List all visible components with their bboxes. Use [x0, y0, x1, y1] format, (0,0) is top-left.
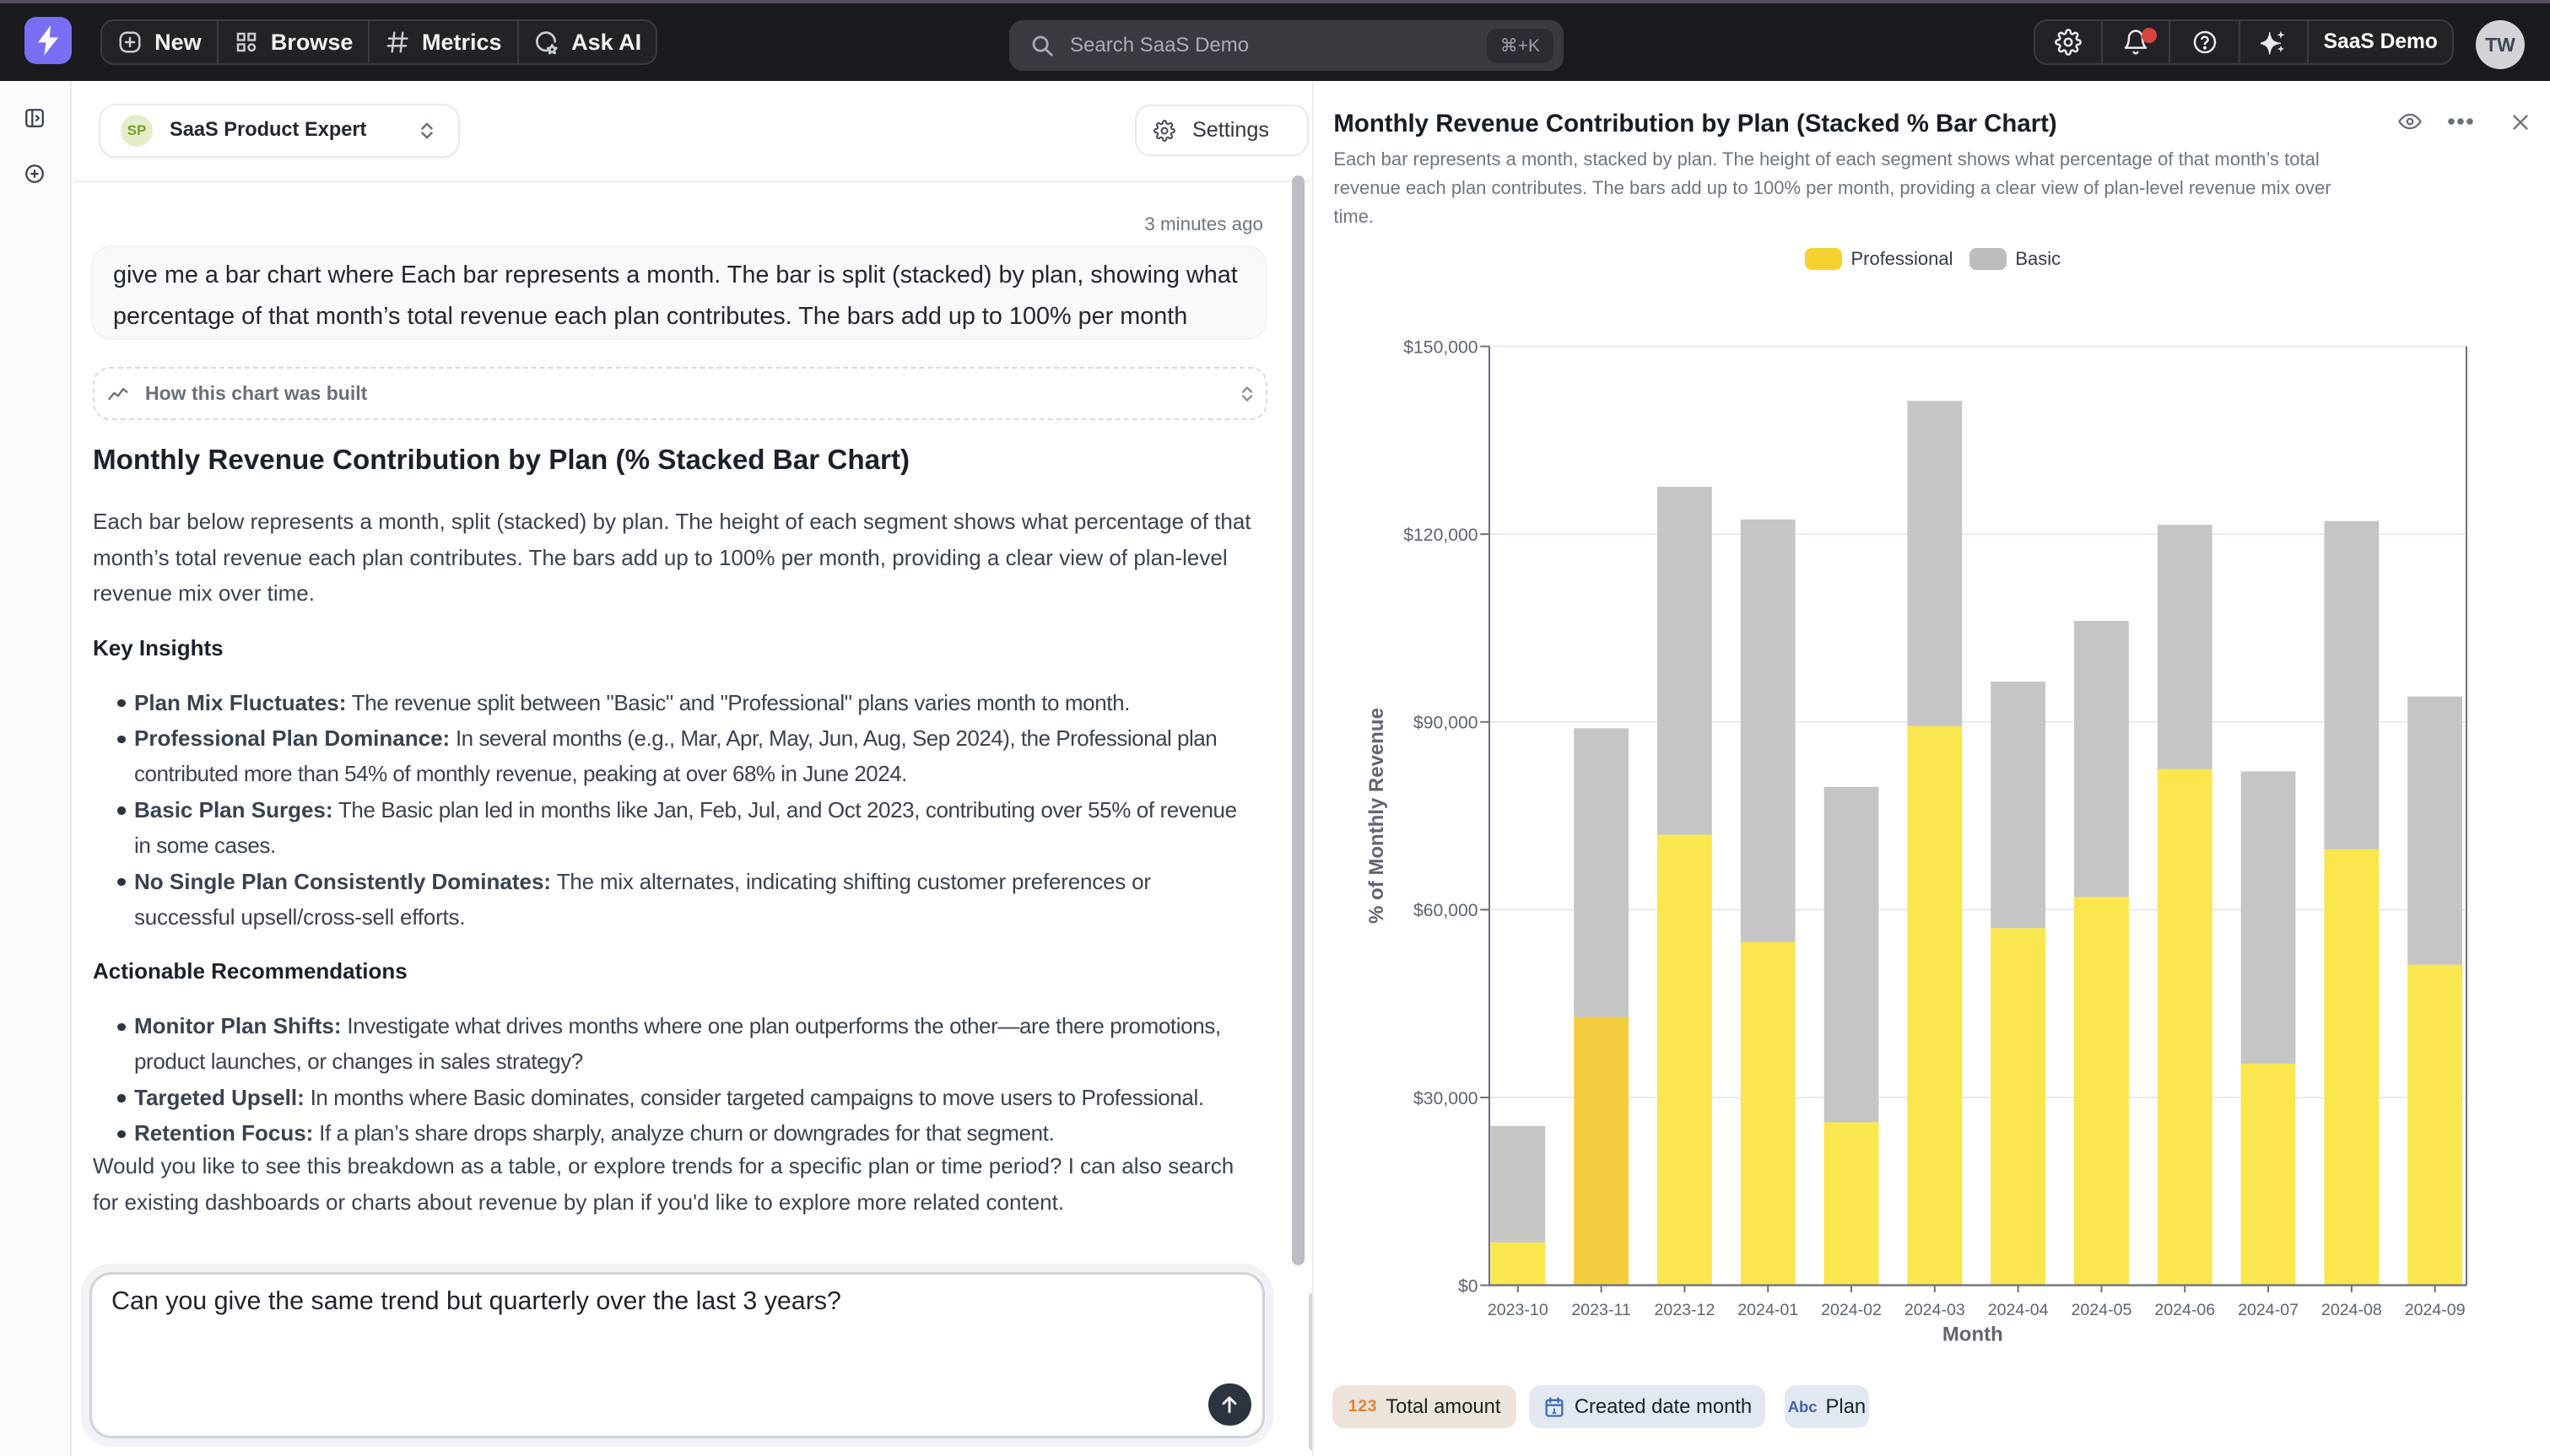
svg-text:% of Monthly Revenue: % of Monthly Revenue	[1365, 708, 1388, 924]
svg-text:$150,000: $150,000	[1403, 337, 1478, 357]
svg-text:2024-05: 2024-05	[2071, 1301, 2131, 1319]
svg-text:2024-04: 2024-04	[1988, 1301, 2049, 1319]
svg-text:$0: $0	[1458, 1276, 1478, 1296]
svg-text:$90,000: $90,000	[1413, 714, 1478, 733]
svg-text:Month: Month	[1942, 1324, 2003, 1346]
svg-text:2024-08: 2024-08	[2321, 1301, 2382, 1319]
svg-text:$30,000: $30,000	[1413, 1089, 1478, 1108]
svg-text:2023-11: 2023-11	[1571, 1301, 1630, 1319]
svg-text:2024-02: 2024-02	[1821, 1301, 1882, 1319]
svg-text:2024-06: 2024-06	[2154, 1301, 2215, 1319]
svg-text:2024-01: 2024-01	[1737, 1301, 1798, 1319]
svg-text:2023-10: 2023-10	[1488, 1301, 1548, 1319]
svg-text:2024-09: 2024-09	[2405, 1301, 2466, 1319]
svg-text:$120,000: $120,000	[1403, 526, 1478, 545]
svg-text:$60,000: $60,000	[1413, 901, 1478, 920]
svg-text:2024-03: 2024-03	[1904, 1301, 1965, 1319]
svg-text:2024-07: 2024-07	[2238, 1301, 2299, 1319]
svg-text:2023-12: 2023-12	[1654, 1301, 1715, 1319]
